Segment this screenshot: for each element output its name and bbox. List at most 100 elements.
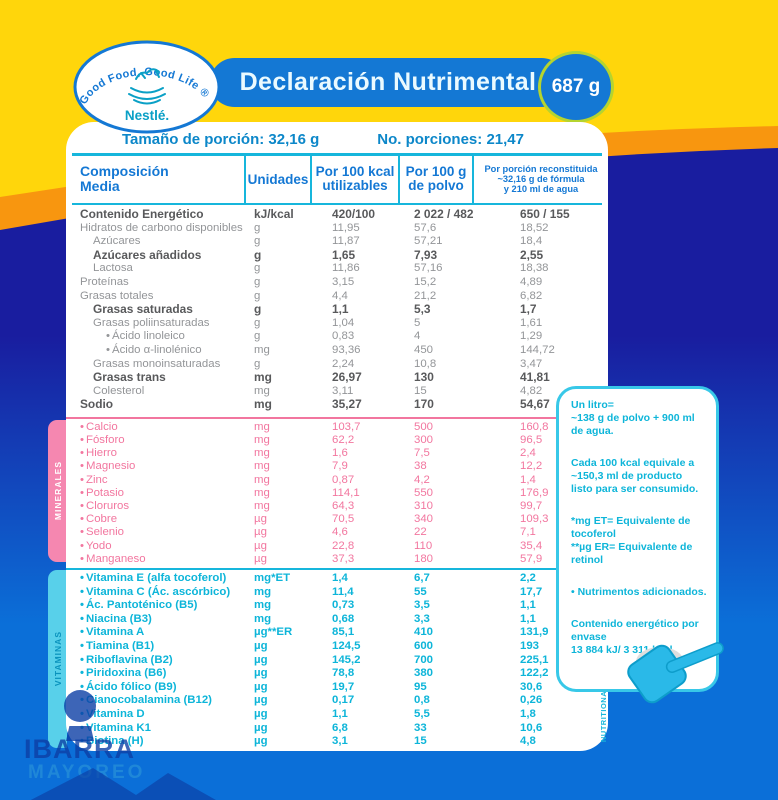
bullet-icon: • [80, 653, 84, 666]
mineral-rows: • Calcio mg 103,7 500 160,8 • Fósforo mg 62,2 300 9… [66, 416, 608, 566]
row-label: • Hierro [80, 447, 118, 460]
row-value-per-serving: 176,9 [520, 486, 549, 499]
row-value-per-100kcal: 26,97 [332, 370, 362, 385]
row-unit: mg [254, 434, 270, 447]
row-label: • Magnesio [80, 460, 136, 473]
bullet-icon: • [80, 585, 84, 598]
table-header-row: Composición Media Unidades Por 100 kcal … [66, 155, 608, 203]
row-value-per-100kcal: 85,1 [332, 626, 355, 639]
table-row: Proteínas g 3,15 15,2 4,89 [66, 276, 608, 290]
row-value-per-100g: 170 [414, 397, 434, 412]
brand-wordmark: Nestlé. [125, 108, 169, 123]
row-value-per-serving: 1,7 [520, 302, 537, 317]
row-label: • Ácido fólico (B9) [80, 680, 177, 693]
row-label: • Ác. Pantoténico (B5) [80, 599, 198, 612]
row-value-per-100kcal: 0,73 [332, 599, 355, 612]
row-value-per-100g: 10,8 [414, 357, 437, 370]
nestle-nest-icon [128, 68, 166, 105]
row-unit: mg [254, 612, 272, 625]
row-label: Grasas poliinsaturadas [93, 316, 210, 329]
table-row: • Biotina (H) µg 3,1 15 4,8 [66, 735, 608, 749]
row-value-per-100g: 3,3 [414, 612, 430, 625]
note-100kcal: Cada 100 kcal equivale a ~150,3 ml de pr… [571, 457, 699, 495]
row-value-per-100kcal: 35,27 [332, 397, 362, 412]
row-unit: µg [254, 721, 268, 734]
table-row: Grasas poliinsaturadas g 1,04 5 1,61 [66, 317, 608, 331]
table-row: Hidratos de carbono disponibles g 11,95 57,… [66, 222, 608, 236]
row-value-per-100kcal: 420/100 [332, 207, 375, 221]
bullet-icon: • [80, 626, 84, 639]
row-unit: mg [254, 343, 270, 356]
row-label: • Ácido α-linolénico [106, 343, 202, 356]
column-header-per-serving: Por porción reconstituida ~32,16 g de fó… [472, 155, 608, 203]
bullet-icon: • [80, 639, 84, 652]
row-value-per-100kcal: 22,8 [332, 539, 355, 552]
vitamin-rows: • Vitamina E (alfa tocoferol) mg*ET 1,4 6,7 2… [66, 567, 608, 749]
table-row: • Cloruros mg 64,3 310 99,7 [66, 500, 608, 513]
bullet-icon: • [106, 343, 110, 356]
row-label: • Fósforo [80, 434, 125, 447]
row-unit: µg**ER [254, 626, 293, 639]
note-equivalents: *mg ET= Equivalente de tocoferol **µg ER… [571, 515, 693, 566]
row-value-per-serving: 12,2 [520, 460, 543, 473]
row-value-per-100g: 180 [414, 552, 434, 565]
row-value-per-100kcal: 1,1 [332, 707, 348, 720]
row-unit: g [254, 330, 261, 343]
row-value-per-100g: 110 [414, 539, 433, 552]
row-label: Grasas saturadas [93, 302, 193, 317]
minerals-section-tab: MINERALES [48, 420, 67, 562]
row-value-per-serving: 1,61 [520, 316, 543, 329]
row-unit: mg [254, 397, 272, 412]
bullet-icon: • [80, 513, 84, 526]
row-value-per-serving: 96,5 [520, 434, 543, 447]
row-value-per-100kcal: 62,2 [332, 434, 355, 447]
row-value-per-100kcal: 7,9 [332, 460, 348, 473]
row-value-per-100kcal: 3,11 [332, 384, 354, 397]
row-value-per-100g: 410 [414, 626, 434, 639]
row-unit: mg [254, 486, 270, 499]
row-unit: µg [254, 680, 268, 693]
row-label: • Vitamina D [80, 707, 145, 720]
table-row: • Ácido fólico (B9) µg 19,7 95 30,6 [66, 681, 608, 695]
row-label: • Ácido linoleico [106, 330, 185, 343]
row-unit: mg [254, 500, 270, 513]
row-value-per-100g: 7,5 [414, 447, 430, 460]
row-value-per-serving: 18,52 [520, 221, 549, 234]
row-value-per-100g: 3,5 [414, 599, 430, 612]
table-row: • Manganeso µg 37,3 180 57,9 [66, 553, 608, 566]
row-label: Colesterol [93, 384, 145, 397]
row-label: Proteínas [80, 275, 129, 288]
row-value-per-100kcal: 145,2 [332, 653, 361, 666]
bullet-icon: • [80, 526, 84, 539]
row-value-per-100g: 310 [414, 500, 434, 513]
row-value-per-serving: 99,7 [520, 500, 543, 513]
row-label: • Vitamina K1 [80, 721, 151, 734]
table-row: • Vitamina E (alfa tocoferol) mg*ET 1,4 6,7 2… [66, 572, 608, 586]
row-value-per-100g: 5,3 [414, 302, 431, 317]
row-value-per-100kcal: 0,87 [332, 473, 355, 486]
table-row: Grasas saturadas g 1,1 5,3 1,7 [66, 303, 608, 317]
row-value-per-100kcal: 114,1 [332, 486, 360, 499]
table-row: Grasas monoinsaturadas g 2,24 10,8 3,47 [66, 358, 608, 372]
row-value-per-100g: 5 [414, 316, 421, 329]
row-unit: mg [254, 420, 270, 433]
table-row: Colesterol mg 3,11 15 4,82 [66, 385, 608, 399]
row-value-per-100g: 55 [414, 585, 427, 598]
row-unit: µg [254, 653, 268, 666]
table-row: Azúcares añadidos g 1,65 7,93 2,55 [66, 248, 608, 263]
table-row: Sodio mg 35,27 170 54,67 [66, 398, 608, 412]
row-value-per-serving: 4,8 [520, 735, 536, 748]
row-value-per-serving: 109,3 [520, 513, 549, 526]
row-value-per-100g: 15 [414, 384, 427, 397]
minerals-tab-label: MINERALES [52, 461, 63, 521]
table-row: • Fósforo mg 62,2 300 96,5 [66, 434, 608, 447]
bullet-icon: • [80, 707, 84, 720]
bullet-icon: • [106, 330, 110, 343]
row-value-per-serving: 57,9 [520, 552, 543, 565]
row-unit: mg [254, 473, 270, 486]
table-row: Lactosa g 11,86 57,16 18,38 [66, 262, 608, 276]
bullet-icon: • [80, 721, 84, 734]
net-content-value: 687 g [551, 76, 601, 97]
row-unit: g [254, 316, 261, 329]
